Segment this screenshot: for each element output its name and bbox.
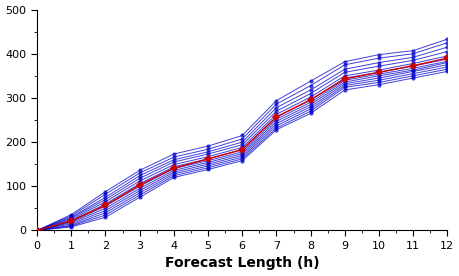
- X-axis label: Forecast Length (h): Forecast Length (h): [165, 256, 319, 270]
